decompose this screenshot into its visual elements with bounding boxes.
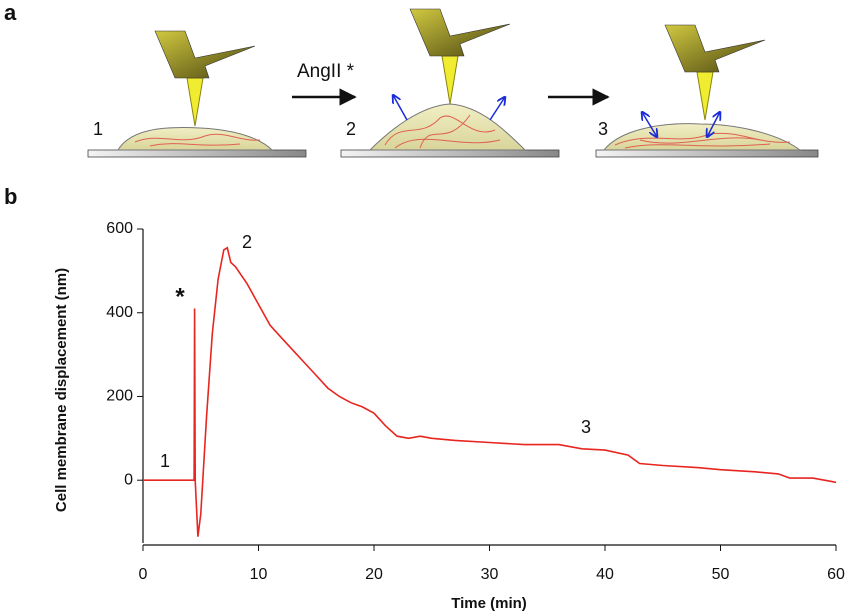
panel-label: a	[4, 0, 17, 25]
data-line	[143, 248, 836, 537]
figure: a b AngII * 1 2 3 Time (min) Cell membra…	[0, 0, 850, 613]
x-tick-label: 20	[365, 566, 383, 583]
annotation: *	[175, 283, 185, 310]
x-tick-label: 40	[596, 566, 614, 583]
step-label: 3	[598, 119, 608, 139]
panel-label: b	[4, 184, 17, 209]
y-tick-label: 200	[106, 388, 133, 405]
x-tick-label: 10	[250, 566, 268, 583]
x-tick-label: 0	[139, 566, 148, 583]
x-tick-label: 50	[712, 566, 730, 583]
x-axis-title: Time (min)	[451, 595, 527, 612]
step-label: 1	[93, 119, 103, 139]
x-tick-label: 30	[481, 566, 499, 583]
cell-state-2	[341, 9, 559, 157]
annotation: 1	[160, 451, 170, 471]
stimulus-label: AngII *	[297, 61, 355, 82]
y-tick-label: 600	[106, 220, 133, 237]
y-tick-label: 0	[124, 471, 133, 488]
cell-state-1	[88, 31, 306, 157]
y-tick-label: 400	[106, 304, 133, 321]
step-label: 2	[346, 119, 356, 139]
y-axis-title: Cell membrane displacement (nm)	[53, 268, 70, 512]
annotation: 3	[581, 417, 591, 437]
cell-state-3	[596, 25, 818, 157]
x-tick-label: 60	[827, 566, 845, 583]
annotation: 2	[242, 232, 252, 252]
